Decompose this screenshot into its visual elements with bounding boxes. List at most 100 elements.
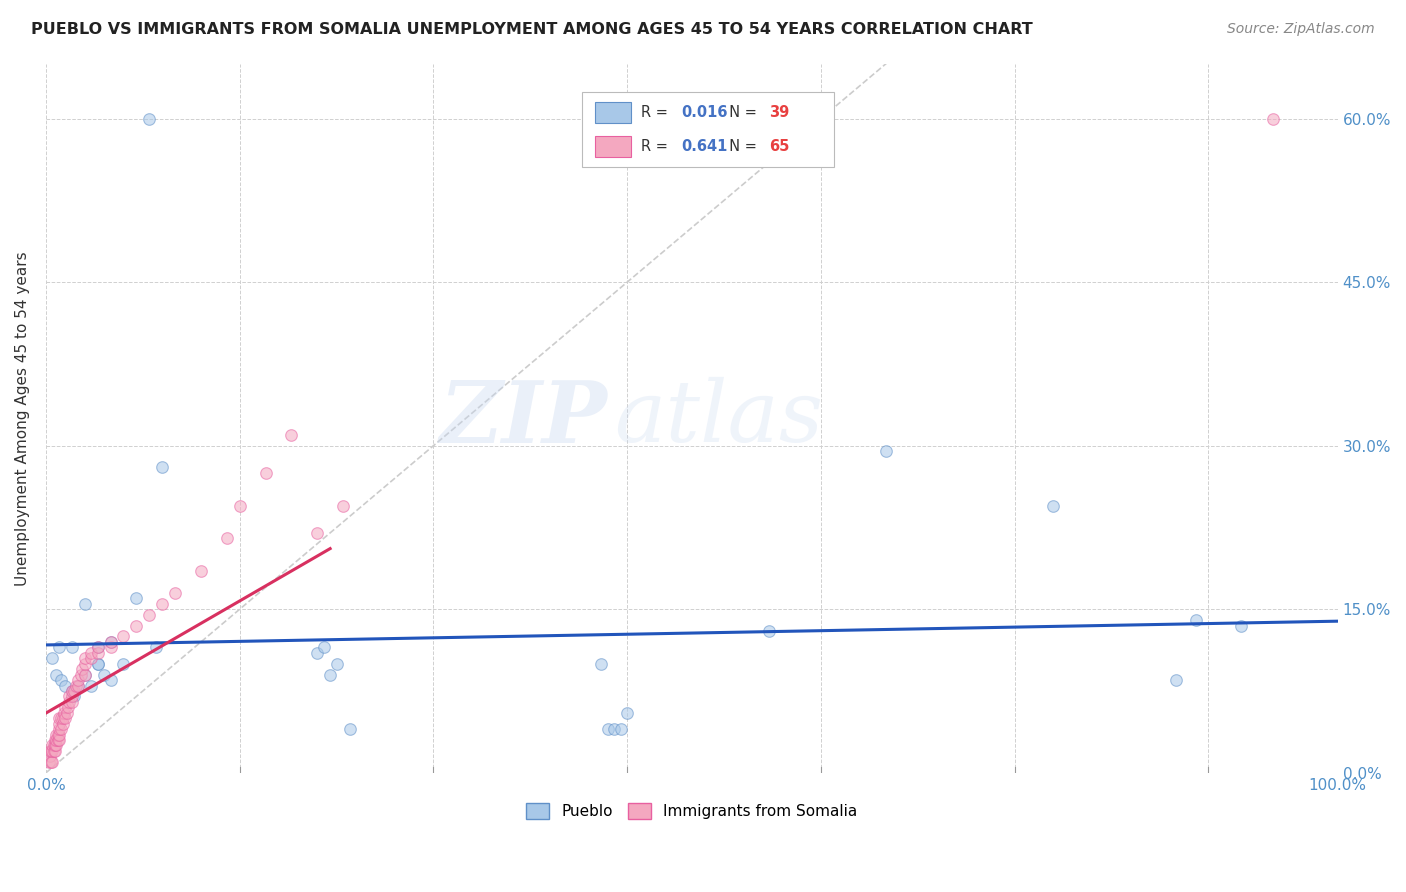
Point [73, 651, 96, 665]
Point [38, 749, 60, 764]
Point [41, 739, 63, 753]
Bar [595, 136, 631, 157]
Point [56, 700, 79, 714]
Point [125, 591, 148, 606]
Point [215, 532, 238, 546]
Point [70, 662, 93, 676]
Point [45, 728, 67, 742]
Point [603, 722, 626, 736]
Point [138, 607, 160, 622]
Point [38, 744, 60, 758]
Point [228, 499, 250, 513]
Point [45, 739, 67, 753]
Text: 65: 65 [769, 139, 790, 153]
Text: PUEBLO VS IMMIGRANTS FROM SOMALIA UNEMPLOYMENT AMONG AGES 45 TO 54 YEARS CORRELA: PUEBLO VS IMMIGRANTS FROM SOMALIA UNEMPL… [31, 22, 1032, 37]
Text: R =: R = [641, 139, 673, 153]
Point [51, 711, 73, 725]
Point [63, 684, 86, 698]
Point [73, 597, 96, 611]
Point [48, 722, 70, 736]
Point [44, 744, 66, 758]
Point [165, 586, 187, 600]
Point [73, 657, 96, 671]
Point [67, 679, 90, 693]
Point [51, 673, 73, 687]
Point [86, 657, 108, 671]
Point [48, 716, 70, 731]
Point [45, 733, 67, 747]
Point [67, 679, 90, 693]
Point [307, 525, 329, 540]
Point [39, 755, 62, 769]
Point [875, 444, 897, 458]
Point [591, 657, 613, 671]
Point [93, 667, 115, 681]
Bar [582, 93, 834, 167]
Point [596, 722, 619, 736]
Y-axis label: Unemployment Among Ages 45 to 54 years: Unemployment Among Ages 45 to 54 years [15, 251, 30, 586]
Point [100, 635, 122, 649]
Point [42, 739, 65, 753]
Point [150, 460, 173, 475]
Point [48, 728, 70, 742]
Point [73, 667, 96, 681]
Text: ZIP: ZIP [440, 376, 607, 460]
Text: 39: 39 [769, 104, 790, 120]
Point [86, 640, 108, 655]
Text: 0.641: 0.641 [682, 139, 728, 153]
Point [80, 651, 103, 665]
Point [112, 657, 135, 671]
Text: R =: R = [641, 104, 673, 120]
Point [44, 733, 66, 747]
Point [55, 706, 77, 720]
Point [60, 684, 83, 698]
Point [1042, 499, 1064, 513]
Point [53, 679, 76, 693]
Point [1184, 613, 1206, 627]
Point [65, 679, 87, 693]
Point [100, 673, 122, 687]
Point [63, 690, 86, 704]
Point [42, 744, 65, 758]
Point [53, 706, 76, 720]
Point [73, 667, 96, 681]
Point [319, 667, 342, 681]
Point [145, 640, 167, 655]
Point [138, 112, 160, 126]
Point [125, 618, 148, 632]
Point [67, 673, 90, 687]
Point [39, 744, 62, 758]
Text: N =: N = [720, 104, 762, 120]
Text: 0.016: 0.016 [682, 104, 728, 120]
Point [60, 690, 83, 704]
Point [60, 684, 83, 698]
Point [190, 564, 212, 578]
Point [1261, 112, 1284, 126]
Point [112, 630, 135, 644]
Point [52, 711, 75, 725]
Text: atlas: atlas [614, 377, 824, 459]
Point [58, 690, 80, 704]
Point [86, 640, 108, 655]
Point [53, 711, 76, 725]
Point [48, 640, 70, 655]
Point [60, 640, 83, 655]
Point [80, 646, 103, 660]
Point [86, 657, 108, 671]
Legend: Pueblo, Immigrants from Somalia: Pueblo, Immigrants from Somalia [520, 797, 863, 825]
Point [307, 646, 329, 660]
Text: Source: ZipAtlas.com: Source: ZipAtlas.com [1227, 22, 1375, 37]
Point [100, 640, 122, 655]
Bar [595, 102, 631, 123]
Point [41, 755, 63, 769]
Point [45, 667, 67, 681]
Point [86, 646, 108, 660]
Point [48, 733, 70, 747]
Point [53, 700, 76, 714]
Point [41, 744, 63, 758]
Point [280, 427, 302, 442]
Point [44, 739, 66, 753]
Point [46, 733, 69, 747]
Point [80, 679, 103, 693]
Point [254, 466, 277, 480]
